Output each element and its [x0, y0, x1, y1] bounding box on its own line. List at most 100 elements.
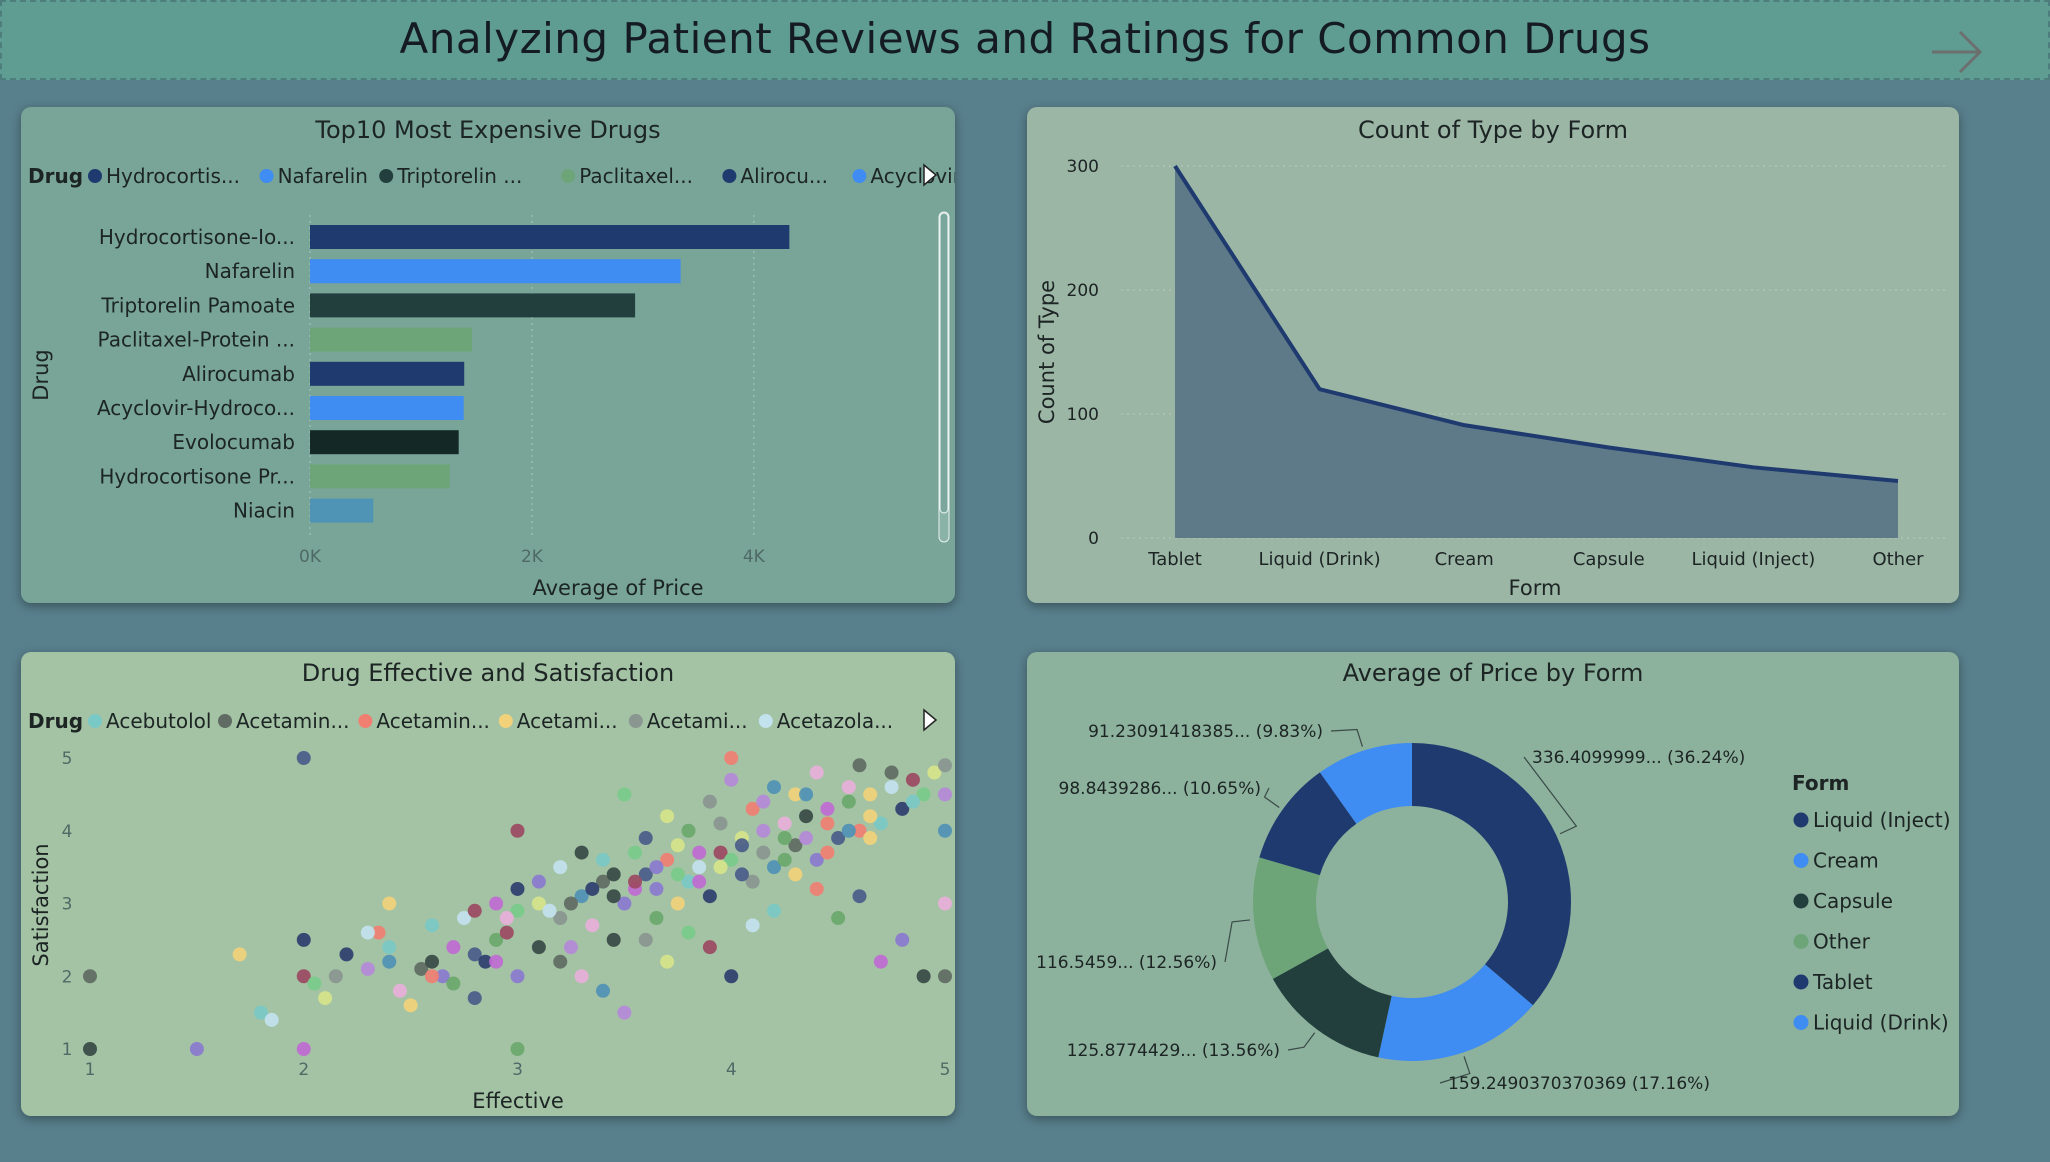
- scatter-point[interactable]: [734, 867, 749, 882]
- scatter-point[interactable]: [831, 911, 846, 926]
- scatter-point[interactable]: [916, 969, 931, 984]
- legend-item[interactable]: Tablet: [1793, 970, 1873, 994]
- scatter-point[interactable]: [724, 772, 739, 787]
- legend-item[interactable]: Hydrocortis...: [88, 164, 240, 188]
- scatter-point[interactable]: [382, 896, 397, 911]
- scatter-point[interactable]: [777, 831, 792, 846]
- scatter-point[interactable]: [938, 787, 952, 802]
- scatter-point[interactable]: [681, 823, 696, 838]
- scatter-point[interactable]: [938, 896, 952, 911]
- scatter-point[interactable]: [820, 845, 835, 860]
- scatter-point[interactable]: [446, 976, 461, 991]
- bar[interactable]: [310, 327, 473, 352]
- scatter-point[interactable]: [884, 780, 899, 795]
- scatter-point[interactable]: [574, 969, 589, 984]
- scatter-point[interactable]: [596, 983, 610, 998]
- scatter-point[interactable]: [467, 947, 482, 962]
- scatter-point[interactable]: [638, 831, 653, 846]
- scrollbar-thumb[interactable]: [939, 212, 949, 514]
- scatter-point[interactable]: [745, 874, 760, 889]
- scatter-point[interactable]: [446, 940, 461, 955]
- scatter-point[interactable]: [756, 823, 771, 838]
- legend-item[interactable]: Alirocu...: [722, 164, 828, 188]
- scatter-point[interactable]: [702, 940, 717, 955]
- scatter-point[interactable]: [628, 874, 643, 889]
- scatter-point[interactable]: [467, 991, 482, 1006]
- scatter-point[interactable]: [232, 947, 247, 962]
- legend-item[interactable]: Acyclovir...: [852, 164, 955, 188]
- scatter-point[interactable]: [83, 1042, 97, 1056]
- scatter-point[interactable]: [638, 932, 653, 947]
- scatter-point[interactable]: [574, 889, 589, 904]
- bar[interactable]: [310, 259, 681, 284]
- scatter-point[interactable]: [617, 1005, 632, 1020]
- legend-item[interactable]: Capsule: [1793, 889, 1893, 913]
- scatter-point[interactable]: [392, 983, 407, 998]
- donut-slice[interactable]: [1259, 772, 1357, 876]
- legend-item[interactable]: Paclitaxel...: [561, 164, 693, 188]
- scatter-point[interactable]: [339, 947, 354, 962]
- scatter-point[interactable]: [852, 823, 867, 838]
- legend-item[interactable]: Acetami...: [498, 709, 618, 733]
- scatter-point[interactable]: [510, 881, 525, 896]
- scatter-point[interactable]: [745, 801, 760, 816]
- scatter-point[interactable]: [724, 852, 739, 867]
- scatter-point[interactable]: [489, 932, 504, 947]
- scatter-point[interactable]: [264, 1012, 279, 1027]
- scatter-point[interactable]: [499, 911, 514, 926]
- scatter-point[interactable]: [724, 969, 739, 984]
- scatter-point[interactable]: [692, 845, 707, 860]
- scatter-point[interactable]: [841, 780, 856, 795]
- scatter-point[interactable]: [767, 903, 781, 918]
- scatter-point[interactable]: [852, 758, 867, 773]
- scatter-point[interactable]: [403, 998, 418, 1013]
- legend-item[interactable]: Liquid (Drink): [1793, 1011, 1949, 1035]
- scatter-point[interactable]: [563, 940, 578, 955]
- chart-legend[interactable]: Drug Hydrocortis... Nafarelin Triptorelin .…: [28, 164, 955, 188]
- scatter-point[interactable]: [542, 903, 557, 918]
- scatter-point[interactable]: [809, 765, 824, 780]
- scatter-point[interactable]: [510, 1042, 525, 1056]
- scatter-point[interactable]: [489, 954, 504, 969]
- scatter-point[interactable]: [745, 918, 760, 933]
- scatter-point[interactable]: [777, 816, 792, 831]
- legend-item[interactable]: Nafarelin: [259, 164, 368, 188]
- scatter-point[interactable]: [670, 838, 685, 853]
- scatter-point[interactable]: [681, 874, 696, 889]
- scatter-point[interactable]: [360, 961, 375, 976]
- scatter-point[interactable]: [585, 881, 600, 896]
- scatter-point[interactable]: [638, 867, 653, 882]
- scatter-point[interactable]: [371, 925, 386, 940]
- scatter-point[interactable]: [916, 787, 931, 802]
- scatter-point[interactable]: [927, 765, 942, 780]
- bar[interactable]: [310, 225, 790, 249]
- arrow-right-icon[interactable]: [1924, 20, 1988, 84]
- bar[interactable]: [310, 361, 465, 386]
- scatter-point[interactable]: [863, 787, 878, 802]
- scatter-point[interactable]: [553, 954, 568, 969]
- scatter-point[interactable]: [574, 845, 589, 860]
- scatter-point[interactable]: [905, 794, 920, 809]
- scatter-point[interactable]: [425, 918, 439, 933]
- donut-slice[interactable]: [1272, 948, 1392, 1058]
- scatter-point[interactable]: [296, 1042, 311, 1056]
- scatter-point[interactable]: [660, 809, 675, 824]
- scatter-point[interactable]: [360, 925, 375, 940]
- legend-item[interactable]: Acebutolol: [88, 709, 211, 733]
- scatter-point[interactable]: [328, 969, 343, 984]
- scatter-point[interactable]: [510, 823, 525, 838]
- scatter-point[interactable]: [649, 881, 664, 896]
- legend-next-icon[interactable]: [923, 708, 938, 732]
- scatter-point[interactable]: [799, 809, 814, 824]
- chart-legend[interactable]: Drug Acebutolol Acetamin... Acetamin... Acet…: [28, 709, 893, 733]
- scatter-point[interactable]: [841, 823, 856, 838]
- scatter-point[interactable]: [649, 911, 664, 926]
- scatter-point[interactable]: [617, 896, 632, 911]
- scatter-point[interactable]: [489, 896, 504, 911]
- scatter-point[interactable]: [318, 991, 333, 1006]
- scatter-point[interactable]: [649, 860, 664, 875]
- donut-slice[interactable]: [1378, 964, 1533, 1061]
- legend-item[interactable]: Acetazola...: [758, 709, 893, 733]
- legend-item[interactable]: Triptorelin ...: [379, 164, 522, 188]
- scatter-point[interactable]: [799, 831, 814, 846]
